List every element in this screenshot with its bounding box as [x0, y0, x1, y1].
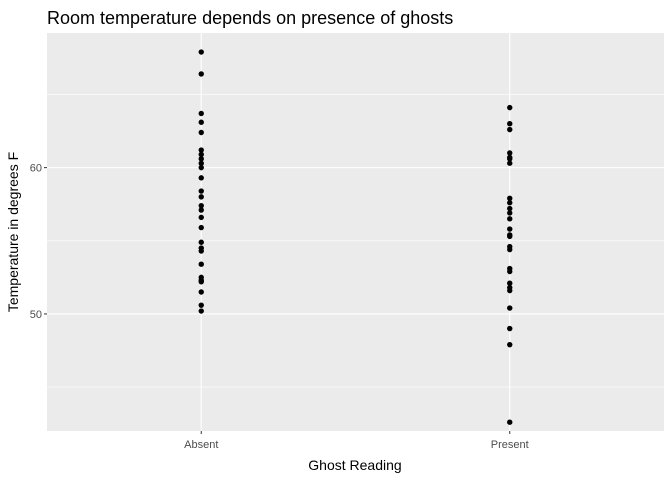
data-point [198, 147, 204, 153]
data-points [198, 49, 513, 425]
data-point [507, 419, 513, 425]
data-point [198, 308, 204, 314]
data-point [198, 156, 204, 162]
data-point [198, 164, 204, 171]
data-point [198, 289, 204, 295]
x-tick-label: Present [491, 439, 529, 451]
data-point [198, 224, 204, 231]
data-point [198, 110, 204, 117]
x-tick-label: Absent [184, 439, 218, 451]
data-point [198, 202, 204, 209]
data-point [198, 160, 204, 166]
y-tick-label: 50 [30, 309, 42, 321]
y-axis-title: Temperature in degrees F [5, 152, 21, 312]
data-point [198, 175, 204, 181]
data-point [507, 150, 513, 156]
data-point [507, 104, 513, 111]
data-point [507, 226, 513, 232]
data-point [198, 302, 204, 308]
data-point [507, 246, 513, 253]
data-point [507, 233, 513, 240]
data-point [198, 71, 204, 77]
data-point [198, 129, 204, 136]
data-point [507, 160, 513, 166]
data-point [198, 279, 204, 285]
data-point [507, 200, 513, 206]
data-point [507, 268, 513, 275]
grid-lines [47, 33, 664, 431]
data-point [507, 195, 513, 202]
data-point [507, 280, 513, 286]
data-point [507, 341, 513, 348]
data-point [198, 261, 204, 267]
data-point [198, 214, 204, 221]
data-point [198, 207, 204, 213]
plot-panel [47, 33, 664, 431]
data-point [507, 126, 513, 133]
data-point [507, 287, 513, 294]
data-point [198, 194, 204, 200]
data-point [507, 156, 513, 162]
chart-title: Room temperature depends on presence of … [47, 8, 453, 28]
data-point [198, 49, 204, 55]
x-axis-title: Ghost Reading [308, 457, 401, 473]
data-point [198, 119, 204, 125]
data-point [198, 248, 204, 254]
data-point [507, 325, 513, 332]
data-point [198, 188, 204, 194]
data-point [507, 121, 513, 127]
data-point [507, 216, 513, 222]
data-point [507, 210, 513, 216]
data-point [507, 305, 513, 311]
data-point [507, 205, 513, 212]
axis-ticks: 50 60 Absent Present [30, 163, 529, 451]
data-point [198, 239, 204, 245]
y-tick-label: 60 [30, 163, 42, 175]
data-point [198, 151, 204, 158]
